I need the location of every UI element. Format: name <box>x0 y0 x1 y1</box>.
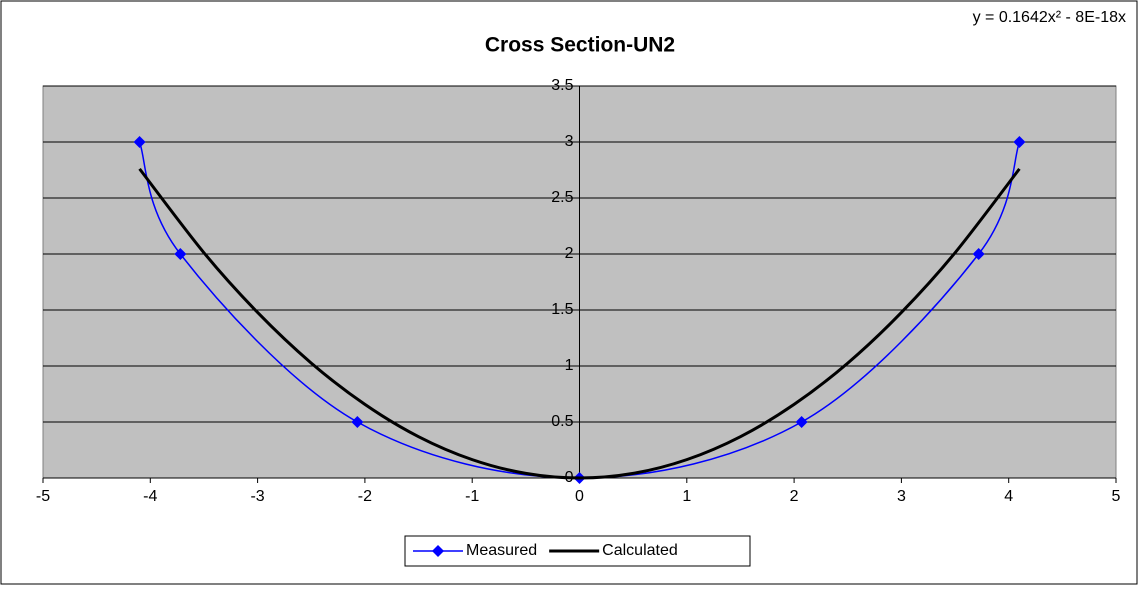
chart-title: Cross Section-UN2 <box>485 34 675 57</box>
x-tick-label: -1 <box>465 488 479 505</box>
y-tick-label: 2 <box>565 245 574 262</box>
marker <box>795 416 808 428</box>
marker <box>133 136 146 148</box>
annotation: y = 0.1642x² - 8E-18x <box>973 9 1126 26</box>
x-tick-label: 4 <box>1004 488 1013 505</box>
x-tick-label: -3 <box>250 488 264 505</box>
y-tick-label: 2.5 <box>551 189 573 206</box>
y-tick-label: 1.5 <box>551 301 573 318</box>
x-tick-label: 5 <box>1112 488 1121 505</box>
y-tick-label: 0.5 <box>551 413 573 430</box>
legend-label: Calculated <box>602 542 678 559</box>
marker <box>1013 136 1026 148</box>
legend-marker <box>432 545 444 557</box>
marker <box>972 248 985 260</box>
y-tick-label: 3.5 <box>551 77 573 94</box>
x-tick-label: 0 <box>575 488 584 505</box>
x-tick-label: -4 <box>143 488 157 505</box>
marker <box>174 248 187 260</box>
marker <box>351 416 364 428</box>
y-tick-label: 1 <box>565 357 574 374</box>
series-line <box>138 167 1021 480</box>
x-tick-label: 3 <box>897 488 906 505</box>
x-tick-label: -5 <box>36 488 50 505</box>
y-tick-label: 3 <box>565 133 574 150</box>
x-tick-label: 2 <box>790 488 799 505</box>
legend-label: Measured <box>466 542 537 559</box>
x-tick-label: -2 <box>358 488 372 505</box>
x-tick-label: 1 <box>682 488 691 505</box>
